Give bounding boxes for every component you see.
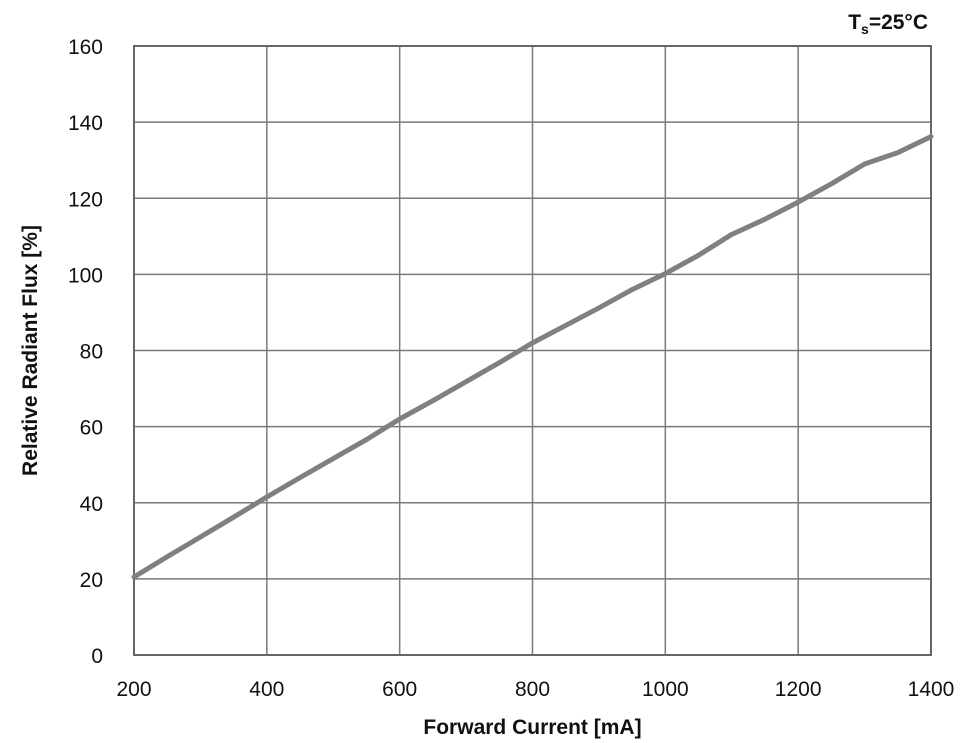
y-tick-label: 40 — [80, 493, 103, 516]
temperature-annotation: Ts=25°C — [848, 11, 928, 37]
x-tick-label: 1400 — [908, 678, 955, 701]
y-tick-label: 100 — [68, 264, 103, 287]
grid — [133, 45, 932, 656]
y-tick-labels: 0 20 40 60 80 100 120 140 160 — [68, 36, 103, 668]
x-tick-label: 1000 — [642, 678, 689, 701]
plot-frame — [133, 45, 932, 656]
y-tick-label: 0 — [91, 645, 103, 668]
y-tick-label: 140 — [68, 112, 103, 135]
x-tick-label: 600 — [382, 678, 417, 701]
y-tick-label: 80 — [80, 341, 103, 364]
x-axis-label: Forward Current [mA] — [423, 716, 641, 739]
x-tick-label: 800 — [515, 678, 550, 701]
x-tick-label: 1200 — [775, 678, 822, 701]
x-tick-label: 400 — [249, 678, 284, 701]
y-tick-label: 60 — [80, 417, 103, 440]
annotation-main: T — [848, 11, 861, 34]
y-tick-label: 160 — [68, 36, 103, 59]
y-tick-label: 120 — [68, 188, 103, 211]
annotation-subscript: s — [861, 21, 869, 37]
x-tick-label: 200 — [116, 678, 151, 701]
series-line — [131, 134, 934, 580]
y-axis-label: Relative Radiant Flux [%] — [19, 225, 42, 476]
x-tick-labels: 200 400 600 800 1000 1200 1400 — [116, 678, 954, 701]
y-tick-label: 20 — [80, 569, 103, 592]
annotation-rest: =25°C — [869, 11, 928, 34]
